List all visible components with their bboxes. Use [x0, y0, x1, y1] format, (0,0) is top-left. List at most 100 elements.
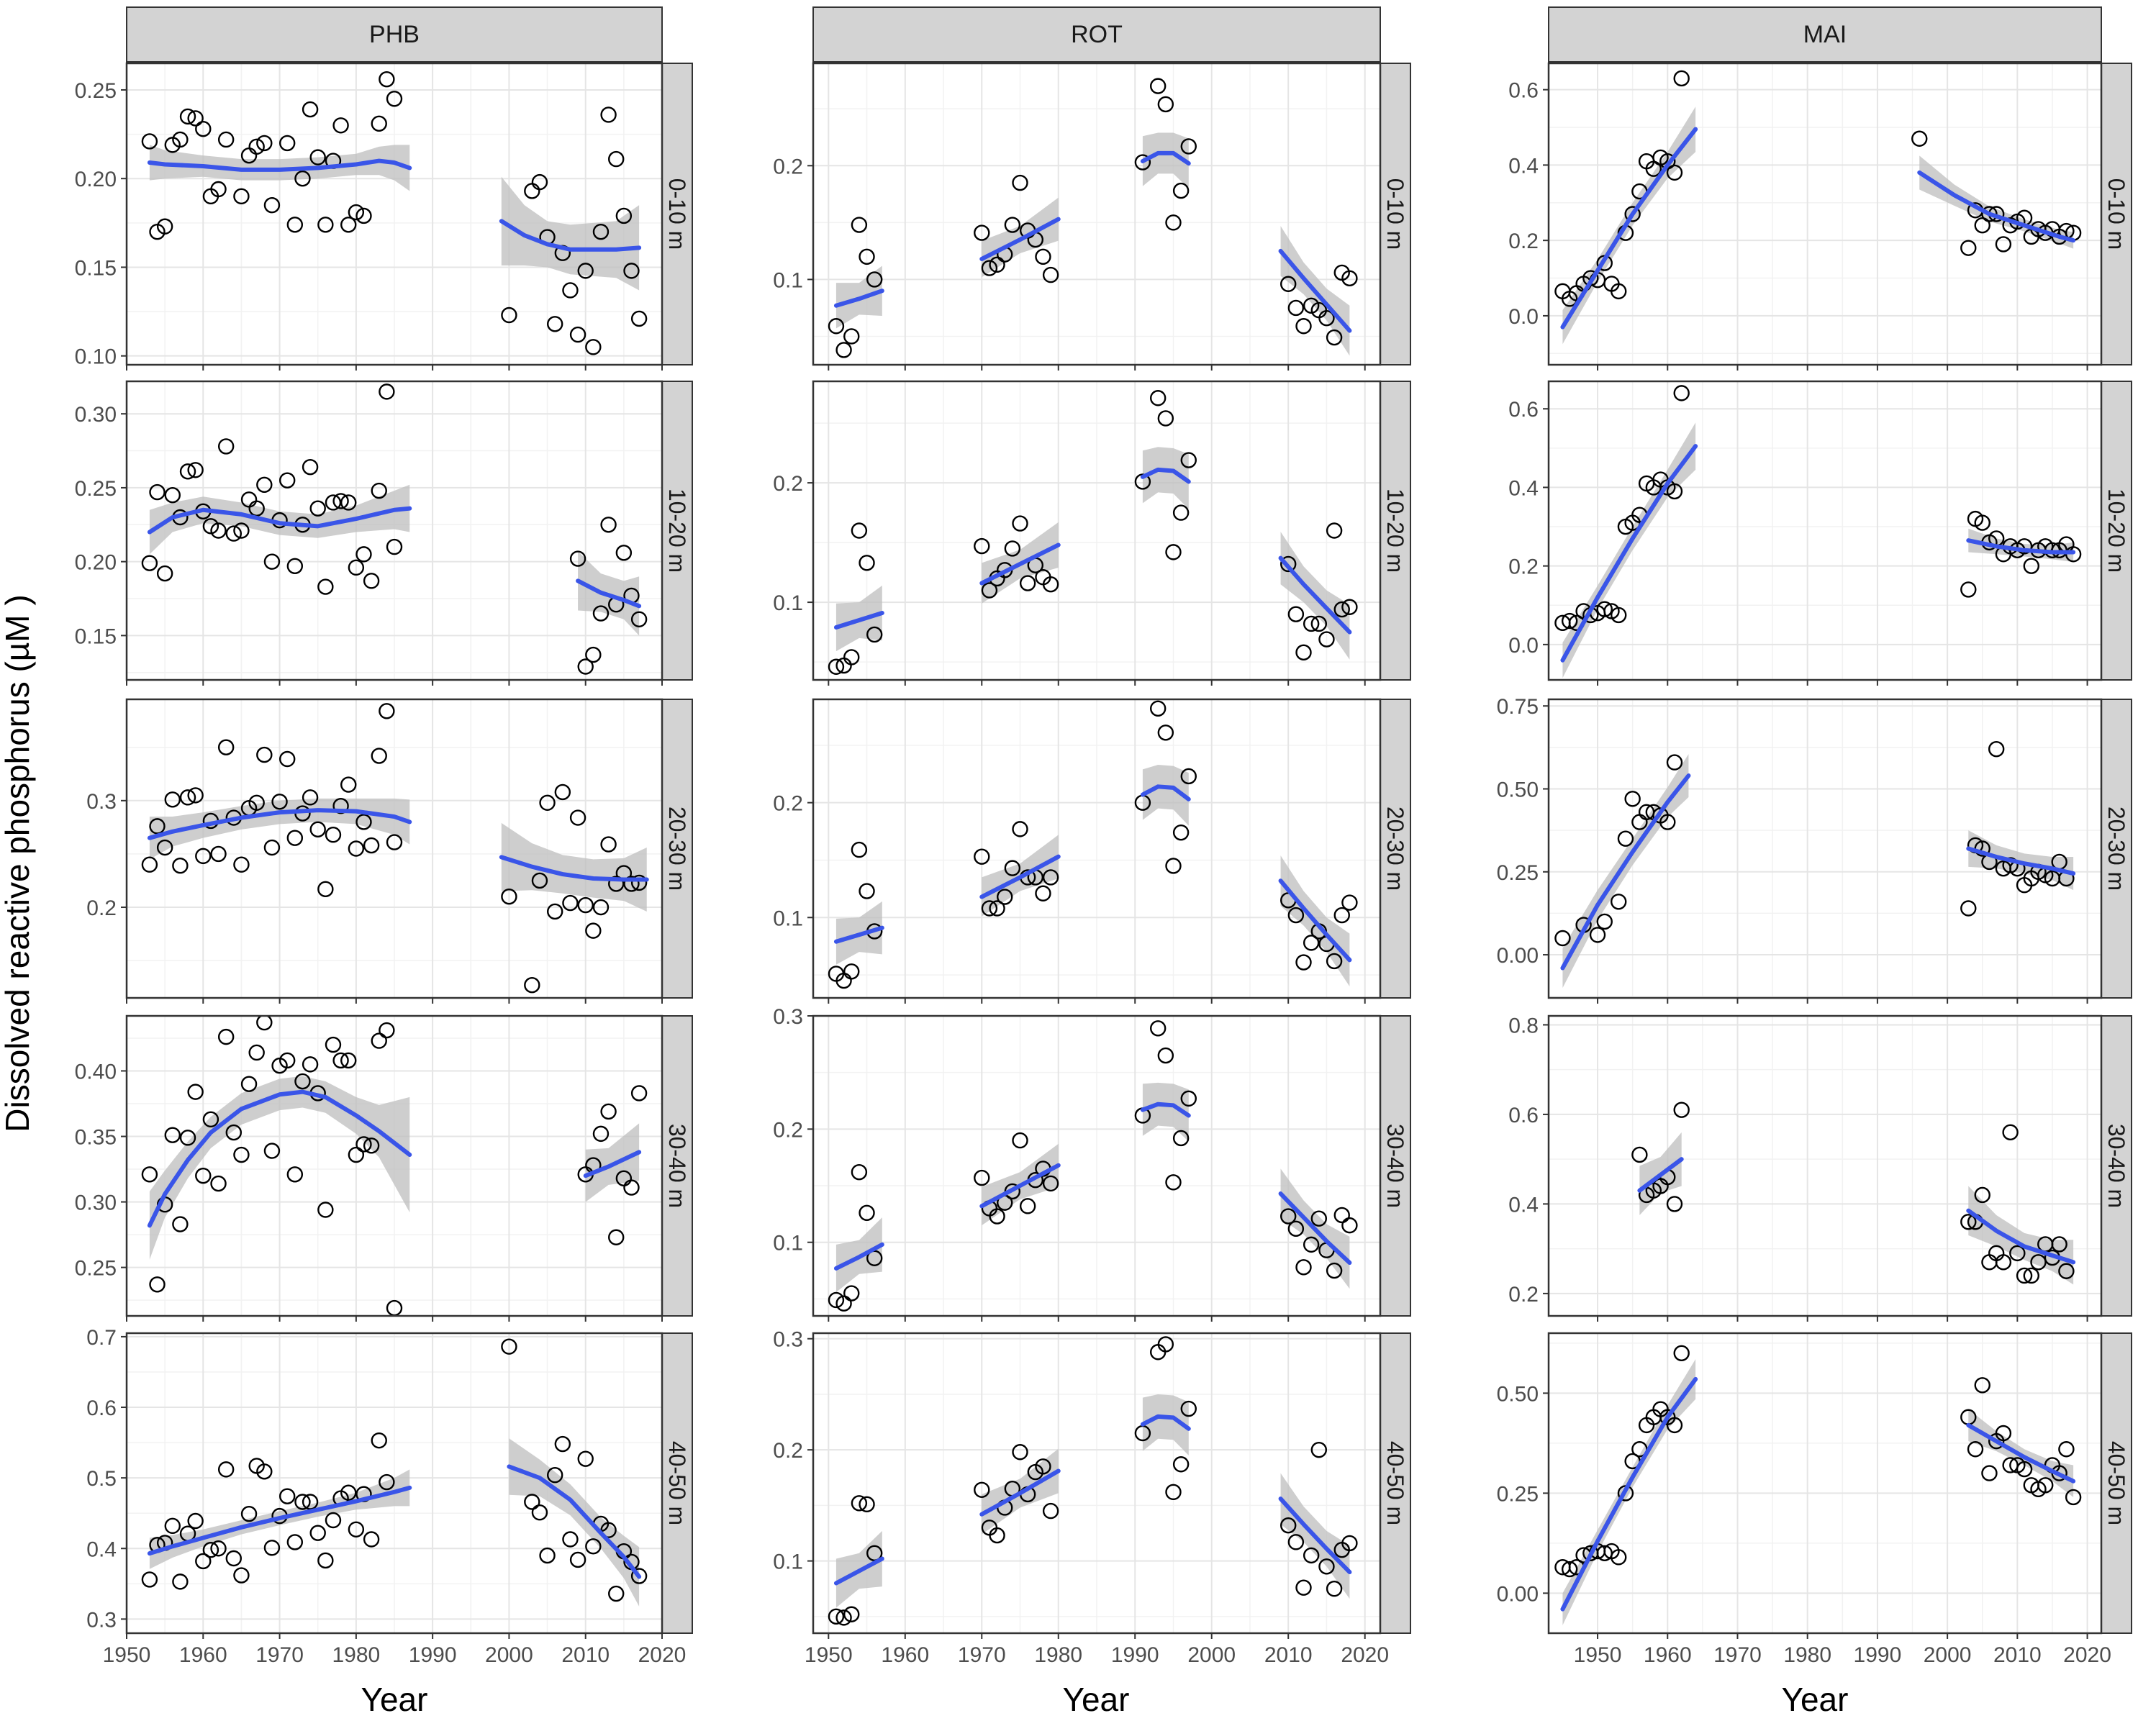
panel-border: [812, 380, 1382, 681]
data-point: [1035, 248, 1051, 265]
row-strip-box: [2101, 699, 2132, 999]
y-tick-label: 0.20: [75, 168, 117, 191]
data-point: [835, 342, 852, 358]
row-strip: 40-50 m: [2101, 1332, 2132, 1634]
y-tick-label: 0.50: [1497, 778, 1539, 802]
row-strip-label: 40-50 m: [1382, 1441, 1408, 1525]
data-point: [577, 1450, 594, 1467]
data-point: [1012, 1132, 1028, 1149]
y-tick-label: 0.25: [75, 1257, 117, 1281]
data-point: [202, 1111, 219, 1128]
data-point: [233, 856, 250, 873]
data-point: [149, 1276, 166, 1293]
y-tick-label: 0.30: [75, 403, 117, 427]
data-point: [2058, 1441, 2075, 1458]
row-strip-label: 20-30 m: [1382, 807, 1408, 891]
x-tick-label: 1960: [1644, 1643, 1692, 1667]
data-point: [851, 1495, 868, 1512]
row-strip: 40-50 m: [661, 1332, 693, 1634]
row-strip-label: 0-10 m: [664, 178, 690, 250]
data-point: [263, 1540, 281, 1556]
y-tick-label: 0.0: [1508, 305, 1539, 329]
data-point: [1981, 206, 1998, 222]
data-point: [562, 282, 579, 299]
panel: 0.1 0.2 0.3 1950 1960 1970 1980 1990 2000 2010 202…: [773, 1328, 1389, 1667]
data-point: [1310, 615, 1328, 632]
data-point: [233, 1146, 250, 1163]
data-point: [302, 789, 319, 806]
data-point: [997, 889, 1013, 905]
data-point: [202, 518, 219, 535]
y-tick-label: 0.1: [773, 907, 803, 930]
fit-line: [979, 542, 1061, 586]
data-point: [340, 1484, 357, 1501]
data-point: [974, 1169, 990, 1186]
panel: 0.1 0.2: [773, 698, 1382, 1004]
fit-line: [1278, 878, 1352, 963]
data-point: [210, 845, 227, 863]
data-point: [569, 550, 586, 567]
confidence-band: [1968, 830, 2074, 891]
plot-area: [141, 703, 649, 994]
data-point: [217, 131, 235, 148]
fit-line: [1560, 773, 1691, 971]
column-strip-box: [812, 6, 1381, 63]
data-point: [1172, 1130, 1190, 1147]
x-tick-label: 1950: [805, 1643, 853, 1667]
data-point: [386, 834, 403, 850]
data-point: [859, 1496, 875, 1513]
data-point: [843, 1606, 860, 1622]
data-point: [340, 217, 357, 233]
confidence-band: [1562, 754, 1689, 989]
data-point: [1974, 217, 1990, 234]
panel: 0.00 0.25 0.50 1950 1960 1970 1980 1990 2000 2010…: [1497, 1332, 2111, 1667]
data-point: [164, 791, 181, 808]
x-tick-label: 1990: [409, 1643, 457, 1667]
data-point: [263, 196, 281, 214]
data-point: [340, 1052, 357, 1069]
data-point: [981, 582, 998, 599]
y-tick-label: 0.7: [86, 1326, 117, 1350]
row-strip-label: 20-30 m: [2103, 807, 2129, 891]
data-point: [348, 840, 365, 857]
data-point: [1318, 309, 1335, 327]
data-point: [547, 903, 563, 920]
data-point: [233, 1567, 250, 1584]
data-point: [355, 207, 372, 224]
data-point: [843, 963, 860, 980]
data-point: [859, 248, 875, 265]
data-point: [271, 794, 288, 810]
data-point: [1165, 214, 1182, 231]
plot-area: [828, 700, 1358, 989]
plot-area: [1631, 1102, 2076, 1285]
y-tick-label: 0.1: [773, 1550, 803, 1574]
data-point: [1287, 606, 1305, 622]
data-point: [294, 1073, 311, 1090]
data-point: [240, 1076, 258, 1092]
data-point: [1287, 907, 1305, 924]
data-point: [866, 271, 883, 288]
x-axis-title-col2: Year: [1063, 1681, 1130, 1718]
data-point: [1326, 1262, 1343, 1279]
panel: 0.3 0.4 0.5 0.6 0.7 1950 1960 1970 1980 1990 2000 2…: [86, 1326, 686, 1667]
data-point: [371, 115, 387, 132]
row-strip-label: 30-40 m: [664, 1124, 690, 1208]
data-point: [1149, 1020, 1167, 1037]
panel-grid: PHB ROT MAI 0-10 m 0-10 m 0-10 m 10-20 m 10-20 …: [75, 6, 2132, 1667]
data-point: [217, 1461, 235, 1478]
fit-line: [1560, 1376, 1698, 1612]
fit-line: [147, 1089, 412, 1228]
row-strip-box: [2101, 63, 2132, 365]
confidence-band: [149, 798, 410, 860]
data-point: [974, 224, 990, 241]
data-point: [1012, 515, 1028, 532]
data-point: [179, 463, 196, 480]
fit-line: [1140, 150, 1191, 166]
data-point: [843, 649, 860, 666]
column-strip-label: ROT: [1071, 21, 1123, 48]
data-point: [179, 789, 196, 806]
y-tick-label: 0.6: [1508, 79, 1539, 103]
data-point: [1042, 1502, 1059, 1520]
data-point: [156, 565, 173, 582]
data-point: [1019, 1198, 1036, 1214]
